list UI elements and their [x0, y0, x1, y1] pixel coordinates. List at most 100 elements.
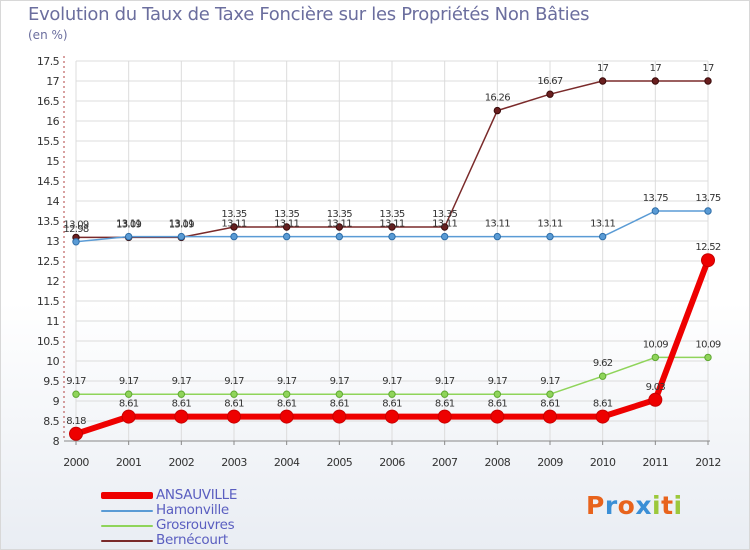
logo-letter: t — [661, 491, 674, 520]
y-tick-label: 10 — [46, 355, 59, 368]
unit-label: (en %) — [28, 28, 68, 42]
data-point-hamonville — [651, 207, 660, 215]
data-point-hamonville — [440, 232, 449, 241]
data-label-hamonville: 13.75 — [695, 193, 720, 204]
data-point-ansauville — [648, 392, 663, 407]
y-tick-label: 13.5 — [37, 215, 60, 228]
data-point-ansauville — [595, 409, 610, 424]
y-tick-label: 9.5 — [43, 375, 59, 388]
data-label-ansauville: 8.61 — [277, 399, 297, 410]
legend-swatch-bernecourt — [101, 540, 153, 542]
data-label-bernecourt: 13.35 — [432, 209, 457, 220]
x-tick-label: 2000 — [63, 456, 89, 469]
data-point-hamonville — [704, 207, 712, 215]
data-point-grosrouvres — [598, 372, 607, 380]
data-point-bernecourt — [546, 90, 554, 98]
data-point-hamonville — [282, 232, 291, 241]
legend-label-grosrouvres: Grosrouvres — [156, 517, 235, 533]
data-label-bernecourt: 13.09 — [116, 219, 141, 230]
logo-letter: o — [617, 491, 636, 520]
data-point-grosrouvres — [493, 390, 502, 398]
logo-letter: i — [652, 491, 662, 520]
data-label-hamonville: 13.11 — [327, 219, 352, 230]
y-tick-label: 12 — [46, 275, 59, 288]
data-label-grosrouvres: 10.09 — [643, 339, 668, 350]
data-point-ansauville — [543, 409, 557, 424]
data-label-grosrouvres: 10.09 — [695, 339, 720, 350]
y-tick-label: 8 — [53, 435, 60, 448]
data-point-grosrouvres — [230, 390, 238, 398]
logo-letter: r — [604, 491, 618, 520]
y-tick-label: 15 — [46, 155, 59, 168]
data-point-hamonville — [72, 238, 80, 246]
data-label-bernecourt: 17 — [650, 63, 662, 74]
data-point-grosrouvres — [440, 390, 449, 398]
data-point-grosrouvres — [335, 390, 344, 398]
data-label-grosrouvres: 9.17 — [172, 376, 192, 387]
x-tick-label: 2012 — [695, 456, 721, 469]
data-label-grosrouvres: 9.17 — [382, 376, 402, 387]
x-tick-label: 2008 — [485, 456, 511, 469]
data-label-hamonville: 13.11 — [169, 219, 194, 230]
data-label-grosrouvres: 9.17 — [66, 376, 86, 387]
data-point-bernecourt — [493, 106, 502, 115]
data-point-ansauville — [174, 409, 189, 424]
data-point-bernecourt — [335, 223, 344, 231]
data-label-grosrouvres: 9.17 — [540, 376, 560, 387]
data-label-bernecourt: 13.35 — [274, 209, 299, 220]
data-label-ansauville: 8.61 — [593, 399, 613, 410]
y-tick-label: 11.5 — [37, 295, 60, 308]
data-label-ansauville: 8.61 — [540, 399, 560, 410]
data-point-grosrouvres — [651, 353, 660, 362]
data-label-grosrouvres: 9.17 — [435, 376, 455, 387]
data-label-ansauville: 8.61 — [224, 399, 244, 410]
x-tick-label: 2011 — [643, 456, 669, 469]
data-point-bernecourt — [704, 77, 712, 85]
data-label-bernecourt: 16.26 — [485, 93, 510, 104]
y-tick-label: 14.5 — [37, 175, 60, 188]
data-point-ansauville — [121, 409, 136, 424]
legend-label-ansauville: ANSAUVILLE — [156, 487, 238, 503]
y-tick-label: 11 — [46, 315, 59, 328]
y-tick-label: 14 — [46, 195, 59, 208]
data-point-bernecourt — [598, 77, 607, 85]
data-label-bernecourt: 16.67 — [537, 76, 562, 87]
y-tick-label: 17 — [46, 75, 59, 88]
data-point-grosrouvres — [546, 390, 554, 398]
data-label-hamonville: 13.11 — [537, 219, 562, 230]
data-point-hamonville — [546, 232, 554, 241]
data-point-ansauville — [437, 409, 452, 424]
data-point-hamonville — [598, 232, 607, 241]
data-point-ansauville — [279, 409, 294, 424]
legend-swatch-grosrouvres — [101, 525, 153, 527]
proxiti-logo: Proxiti — [586, 491, 683, 520]
data-point-bernecourt — [440, 223, 449, 231]
data-label-bernecourt: 13.09 — [63, 219, 88, 230]
x-tick-label: 2001 — [116, 456, 142, 469]
data-label-hamonville: 13.11 — [432, 219, 457, 230]
y-tick-label: 15.5 — [37, 135, 60, 148]
logo-letter: P — [586, 491, 605, 520]
y-tick-label: 9 — [53, 395, 60, 408]
data-point-ansauville — [69, 426, 83, 441]
x-tick-label: 2003 — [221, 456, 247, 469]
y-tick-label: 12.5 — [37, 255, 60, 268]
data-label-bernecourt: 13.35 — [327, 209, 352, 220]
data-label-hamonville: 13.11 — [485, 219, 510, 230]
data-label-ansauville: 8.61 — [488, 399, 508, 410]
data-point-bernecourt — [388, 223, 396, 231]
y-tick-label: 16.5 — [37, 95, 60, 108]
y-tick-label: 13 — [46, 235, 59, 248]
data-label-ansauville: 8.61 — [172, 399, 192, 410]
data-label-ansauville: 8.61 — [435, 399, 455, 410]
data-label-hamonville: 13.11 — [274, 219, 299, 230]
data-label-grosrouvres: 9.17 — [277, 376, 297, 387]
data-label-bernecourt: 13.35 — [379, 209, 404, 220]
data-label-grosrouvres: 9.17 — [488, 376, 508, 387]
y-tick-label: 10.5 — [37, 335, 60, 348]
x-tick-label: 2010 — [590, 456, 616, 469]
data-label-hamonville: 13.75 — [643, 193, 668, 204]
data-point-grosrouvres — [72, 390, 80, 398]
data-point-hamonville — [493, 232, 502, 241]
